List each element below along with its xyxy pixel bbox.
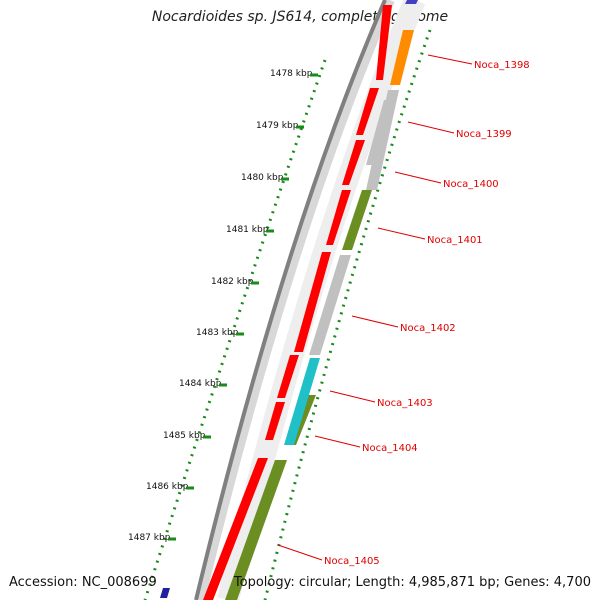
tick-layer: 1478 kbp 1479 kbp 1480 kbp 1481 kbp 1482 kbp… xyxy=(128,69,318,543)
gene-leader-line xyxy=(277,544,323,561)
cds-arrow xyxy=(294,252,331,352)
cds-arrow xyxy=(265,402,285,440)
scale-ring xyxy=(143,59,327,600)
gene-label-noca-1398[interactable]: Noca_1398 xyxy=(474,60,530,71)
backbone-line xyxy=(194,0,387,600)
cds-arrow xyxy=(342,140,365,185)
genome-summary-text: Topology: circular; Length: 4,985,871 bp… xyxy=(233,575,591,590)
gene-block-noca-1404 xyxy=(284,358,320,445)
gene-leader-line xyxy=(377,227,426,240)
gene-label-noca-1405[interactable]: Noca_1405 xyxy=(324,556,380,567)
gene-leader-line xyxy=(329,390,376,403)
gene-leader-line xyxy=(407,121,455,134)
gene-label-noca-1400[interactable]: Noca_1400 xyxy=(443,179,499,190)
gene-label-noca-1399[interactable]: Noca_1399 xyxy=(456,129,512,140)
tick-label-1487-kbp: 1487 kbp xyxy=(128,533,171,543)
feature-marker xyxy=(160,588,170,598)
gene-leader-line xyxy=(394,171,442,184)
feature-track-bg xyxy=(217,0,426,600)
gene-label-noca-1402[interactable]: Noca_1402 xyxy=(400,323,456,334)
backbone-shadow xyxy=(195,0,395,600)
gene-block-noca-1402 xyxy=(309,255,351,355)
gc-ring xyxy=(263,29,432,600)
cds-arrow xyxy=(203,458,268,600)
gene-block-noca-1401 xyxy=(342,190,372,250)
accession-text: Accession: NC_008699 xyxy=(9,575,157,590)
cds-arrow xyxy=(376,5,392,80)
tick-label-1483-kbp: 1483 kbp xyxy=(196,328,239,338)
gene-leader-line xyxy=(427,54,473,65)
cds-layer xyxy=(203,5,392,600)
tick-label-1485-kbp: 1485 kbp xyxy=(163,431,206,441)
tick-label-1479-kbp: 1479 kbp xyxy=(256,121,299,131)
cds-arrow xyxy=(326,190,351,245)
gene-label-noca-1404[interactable]: Noca_1404 xyxy=(362,443,418,454)
gene-layer xyxy=(160,0,418,600)
tick-label-1481-kbp: 1481 kbp xyxy=(226,225,269,235)
gene-label-noca-1403[interactable]: Noca_1403 xyxy=(377,398,433,409)
tick-label-1484-kbp: 1484 kbp xyxy=(179,379,222,389)
feature-marker xyxy=(405,0,418,4)
gene-block-noca-1405 xyxy=(225,460,287,600)
cds-arrow xyxy=(277,355,299,398)
gene-leader-line xyxy=(351,315,399,328)
tick-label-1480-kbp: 1480 kbp xyxy=(241,173,284,183)
tick-label-1478-kbp: 1478 kbp xyxy=(270,69,313,79)
tick-label-1482-kbp: 1482 kbp xyxy=(211,277,254,287)
tick-label-1486-kbp: 1486 kbp xyxy=(146,482,189,492)
gene-block-noca-1400 xyxy=(366,100,394,165)
gene-label-noca-1401[interactable]: Noca_1401 xyxy=(427,235,483,246)
cds-arrow xyxy=(356,88,379,135)
gene-leader-line xyxy=(314,435,361,448)
label-layer: Noca_1398 Noca_1399 Noca_1400 Noca_1401 Noca… xyxy=(277,54,530,567)
gene-block-noca-1398 xyxy=(390,30,414,85)
